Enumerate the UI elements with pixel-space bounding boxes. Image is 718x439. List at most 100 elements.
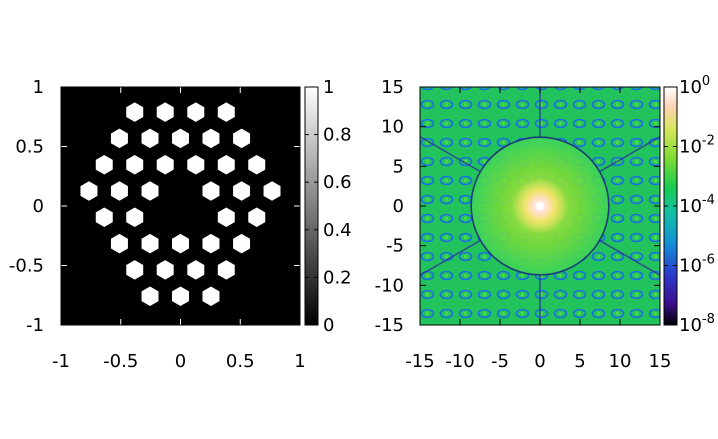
aperture-colorbar-ticks (305, 86, 318, 326)
aperture-segment-9 (233, 128, 251, 149)
aperture-segment-34 (217, 260, 235, 280)
aperture-segment-28 (172, 233, 189, 254)
aperture-colorbar-labels: 1 0.8 0.6 0.4 0.2 0 (323, 77, 352, 336)
aperture-y-tick-label-2: 0 (33, 196, 44, 217)
psf-colorbar-label-2: 10-4 (679, 193, 715, 217)
psf-diffraction-spoke-3 (420, 135, 481, 173)
psf-x-tick-label-6: 15 (649, 351, 672, 372)
psf-colorbar-label-0: 100 (679, 74, 710, 98)
psf-colorbar-label-base: 10 (679, 137, 702, 158)
aperture-segment-22 (95, 207, 113, 228)
aperture-y-tick-label-1: 0.5 (15, 137, 44, 158)
psf-y-tick-label-5: -10 (375, 275, 404, 296)
psf-inner-ring (498, 164, 582, 248)
aperture-x-tick-labels: -1 -0.5 0 0.5 1 (52, 351, 306, 372)
aperture-colorbar-label-2: 0.6 (323, 172, 352, 193)
aperture-y-tick-label-3: -0.5 (9, 256, 44, 277)
aperture-y-tick-label-4: -1 (26, 315, 44, 336)
aperture-segment-1 (126, 102, 144, 122)
psf-y-tick-label-0: 15 (381, 77, 404, 98)
psf-y-tick-labels: 15 10 5 0 -5 -10 -15 (375, 77, 404, 336)
psf-colorbar-label-base: 10 (679, 315, 702, 336)
aperture-segment-29 (202, 233, 220, 254)
aperture-segment-5 (110, 128, 128, 149)
aperture-segment-27 (141, 233, 159, 254)
psf-colorbar-label-exponent: 0 (702, 74, 710, 89)
aperture-colorbar-label-0: 1 (323, 77, 334, 98)
psf-diffraction-spoke-6 (599, 239, 660, 277)
psf-image (420, 87, 660, 325)
aperture-segment-26 (110, 233, 128, 254)
psf-x-tick-label-0: -15 (405, 351, 434, 372)
aperture-colorbar-label-5: 0 (323, 315, 334, 336)
psf-y-tick-label-6: -15 (375, 315, 404, 336)
aperture-segment-19 (202, 181, 220, 201)
aperture-segment-25 (248, 207, 266, 228)
aperture-y-tick-labels: 1 0.5 0 -0.5 -1 (9, 77, 44, 336)
psf-y-tick-label-1: 10 (381, 117, 404, 138)
psf-colorbar-label-exponent: -6 (702, 253, 715, 268)
psf-diffraction-spoke-1 (599, 135, 660, 173)
aperture-segment-37 (202, 286, 220, 306)
psf-x-tick-label-1: -10 (445, 351, 474, 372)
aperture-x-tick-label-3: 0.5 (226, 351, 255, 372)
aperture-segment-32 (156, 260, 174, 280)
psf-colorbar-label-base: 10 (679, 77, 702, 98)
aperture-segment-35 (141, 286, 159, 306)
aperture-panel: -1 -0.5 0 0.5 1 1 0.5 0 -0.5 -1 1 0.8 0.6 0.4 0.2 0 (9, 77, 352, 372)
aperture-segment-15 (248, 154, 266, 175)
aperture-segment-12 (156, 154, 174, 175)
aperture-segment-36 (172, 286, 189, 306)
aperture-colorbar-label-1: 0.8 (323, 125, 352, 146)
psf-colorbar-label-base: 10 (679, 196, 702, 217)
psf-colorbar-label-base: 10 (679, 256, 702, 277)
psf-y-tick-label-2: 5 (393, 156, 404, 177)
aperture-segment-14 (217, 154, 235, 175)
aperture-segment-23 (126, 207, 144, 228)
aperture-x-tick-label-4: 1 (294, 351, 305, 372)
aperture-segment-30 (233, 233, 251, 254)
psf-y-tick-label-3: 0 (393, 196, 404, 217)
aperture-colorbar (304, 86, 319, 326)
psf-plot-frame (419, 86, 661, 326)
psf-x-tick-label-3: 0 (534, 351, 545, 372)
aperture-segments (80, 102, 281, 306)
psf-colorbar-label-3: 10-6 (679, 253, 715, 277)
aperture-segment-33 (187, 260, 205, 280)
aperture-colorbar-label-3: 0.4 (323, 220, 352, 241)
aperture-colorbar-label-4: 0.2 (323, 267, 352, 288)
aperture-plot-area (61, 87, 300, 325)
aperture-segment-21 (263, 181, 281, 201)
aperture-segment-13 (187, 154, 205, 175)
aperture-segment-17 (110, 181, 128, 201)
aperture-y-tick-label-0: 1 (33, 77, 44, 98)
aperture-segment-3 (187, 102, 205, 122)
psf-colorbar-label-exponent: -2 (702, 134, 715, 149)
psf-colorbar-ticks (664, 86, 677, 326)
aperture-x-tick-label-0: -1 (52, 351, 70, 372)
aperture-segment-8 (202, 128, 220, 149)
aperture-x-tick-label-2: 0 (175, 351, 186, 372)
aperture-plot-frame (60, 86, 301, 326)
aperture-segment-18 (141, 181, 159, 201)
psf-peak (536, 202, 544, 210)
aperture-segment-7 (172, 128, 189, 149)
psf-colorbar-label-4: 10-8 (679, 312, 715, 336)
aperture-x-tick-label-1: -0.5 (103, 351, 138, 372)
psf-x-tick-label-4: 5 (574, 351, 585, 372)
psf-y-tick-label-4: -5 (386, 236, 404, 257)
aperture-segment-4 (217, 102, 235, 122)
aperture-segment-2 (156, 102, 174, 122)
psf-diffraction-spoke-4 (420, 239, 481, 277)
aperture-segment-31 (126, 260, 144, 280)
aperture-segment-11 (126, 154, 144, 175)
psf-x-tick-label-5: 10 (609, 351, 632, 372)
aperture-segment-10 (95, 154, 113, 175)
psf-colorbar-label-exponent: -4 (702, 193, 715, 208)
psf-x-tick-label-2: -5 (491, 351, 509, 372)
aperture-segment-20 (233, 181, 251, 201)
psf-x-tick-labels: -15 -10 -5 0 5 10 15 (405, 351, 671, 372)
